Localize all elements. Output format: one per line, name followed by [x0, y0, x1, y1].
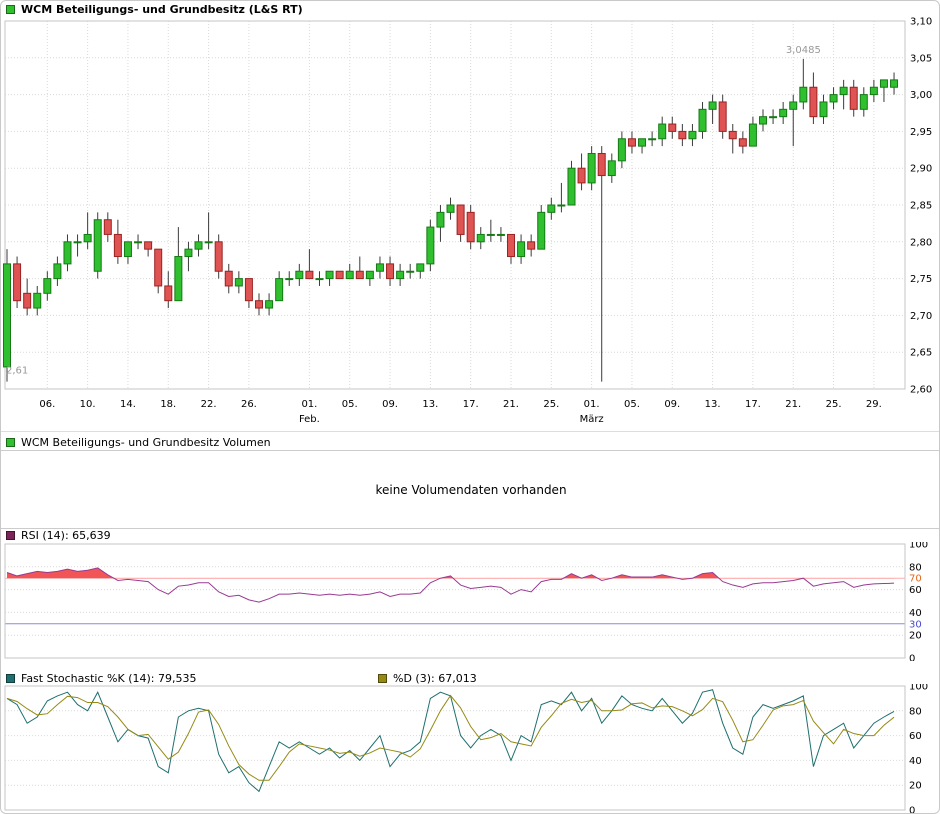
- svg-text:40: 40: [909, 608, 922, 619]
- svg-text:21.: 21.: [785, 399, 801, 410]
- svg-text:40: 40: [909, 756, 922, 767]
- svg-text:09.: 09.: [664, 399, 680, 410]
- svg-text:2,70: 2,70: [910, 311, 932, 322]
- svg-text:100: 100: [909, 684, 928, 693]
- svg-text:3,00: 3,00: [910, 90, 932, 101]
- stoch-d-line: [6, 694, 895, 781]
- stoch-panel-title: Fast Stochastic %K (14): 79,535 %D (3): …: [6, 672, 936, 685]
- volume-legend-icon: [6, 438, 15, 447]
- svg-text:60: 60: [909, 731, 922, 742]
- stoch-d-title-text: %D (3): 67,013: [393, 672, 477, 685]
- svg-text:100: 100: [909, 542, 928, 551]
- svg-text:Feb.: Feb.: [299, 414, 320, 425]
- svg-text:30: 30: [909, 619, 922, 630]
- price-panel-title: WCM Beteiligungs- und Grundbesitz (L&S R…: [6, 3, 303, 16]
- svg-text:2,65: 2,65: [910, 348, 932, 359]
- svg-text:20: 20: [909, 781, 922, 792]
- svg-text:05.: 05.: [624, 399, 640, 410]
- price-title-text: WCM Beteiligungs- und Grundbesitz (L&S R…: [21, 3, 303, 16]
- svg-text:3,0485: 3,0485: [786, 45, 821, 56]
- rsi-panel-title: RSI (14): 65,639: [6, 529, 111, 542]
- rsi-overbought-fill: [7, 567, 895, 579]
- volume-title-text: WCM Beteiligungs- und Grundbesitz Volume…: [21, 436, 271, 449]
- stoch-k-title-text: Fast Stochastic %K (14): 79,535: [21, 672, 197, 685]
- candles: [3, 58, 899, 382]
- volume-empty-message: keine Volumendaten vorhanden: [375, 482, 567, 497]
- svg-text:2,95: 2,95: [910, 127, 932, 138]
- svg-text:13.: 13.: [705, 399, 721, 410]
- rsi-legend-icon: [6, 531, 15, 540]
- svg-text:0: 0: [909, 654, 915, 662]
- stoch-d-legend: %D (3): 67,013: [378, 672, 477, 685]
- svg-text:25.: 25.: [543, 399, 559, 410]
- svg-text:01.: 01.: [301, 399, 317, 410]
- svg-text:2,80: 2,80: [910, 237, 932, 248]
- svg-text:01.: 01.: [584, 399, 600, 410]
- svg-text:21.: 21.: [503, 399, 519, 410]
- svg-text:80: 80: [909, 706, 922, 717]
- svg-text:60: 60: [909, 585, 922, 596]
- stoch-d-legend-icon: [378, 674, 387, 683]
- volume-panel-title: WCM Beteiligungs- und Grundbesitz Volume…: [6, 436, 271, 449]
- volume-empty-box: keine Volumendaten vorhanden: [1, 450, 939, 529]
- svg-text:09.: 09.: [382, 399, 398, 410]
- svg-text:17.: 17.: [745, 399, 761, 410]
- svg-text:3,05: 3,05: [910, 53, 932, 64]
- svg-text:2,85: 2,85: [910, 201, 932, 212]
- price-candlestick-chart: 3,10 3,05 3,00 2,95 2,90 2,85 2,80 2,75 2,70 2,65…: [3, 17, 932, 425]
- svg-text:20: 20: [909, 631, 922, 642]
- price-legend-icon: [6, 5, 15, 14]
- svg-text:10.: 10.: [80, 399, 96, 410]
- rsi-title-text: RSI (14): 65,639: [21, 529, 111, 542]
- svg-text:22.: 22.: [201, 399, 217, 410]
- svg-text:März: März: [580, 414, 604, 425]
- svg-text:06.: 06.: [39, 399, 55, 410]
- svg-text:05.: 05.: [342, 399, 358, 410]
- svg-text:17.: 17.: [463, 399, 479, 410]
- svg-text:70: 70: [909, 574, 922, 585]
- svg-text:0: 0: [909, 806, 915, 814]
- svg-text:2,75: 2,75: [910, 274, 932, 285]
- stoch-plot: 100 80 60 40 20 0: [4, 684, 928, 814]
- stochastic-line-chart: 100 80 60 40 20 0: [4, 684, 928, 814]
- rsi-line: [6, 567, 895, 603]
- price-axes: 3,10 3,05 3,00 2,95 2,90 2,85 2,80 2,75 2,70 2,65…: [4, 17, 932, 425]
- svg-text:26.: 26.: [241, 399, 257, 410]
- svg-text:13.: 13.: [422, 399, 438, 410]
- svg-text:2,90: 2,90: [910, 164, 932, 175]
- svg-text:2,60: 2,60: [910, 385, 932, 396]
- svg-text:3,10: 3,10: [910, 17, 932, 28]
- svg-text:80: 80: [909, 562, 922, 573]
- stoch-k-line: [6, 689, 895, 793]
- svg-text:29.: 29.: [866, 399, 882, 410]
- panel-separator: [1, 431, 939, 432]
- svg-text:18.: 18.: [160, 399, 176, 410]
- price-annotations: 3,0485 2,61: [6, 45, 821, 377]
- stoch-k-legend-icon: [6, 674, 15, 683]
- svg-text:2,61: 2,61: [6, 366, 28, 377]
- svg-text:14.: 14.: [120, 399, 136, 410]
- svg-text:25.: 25.: [826, 399, 842, 410]
